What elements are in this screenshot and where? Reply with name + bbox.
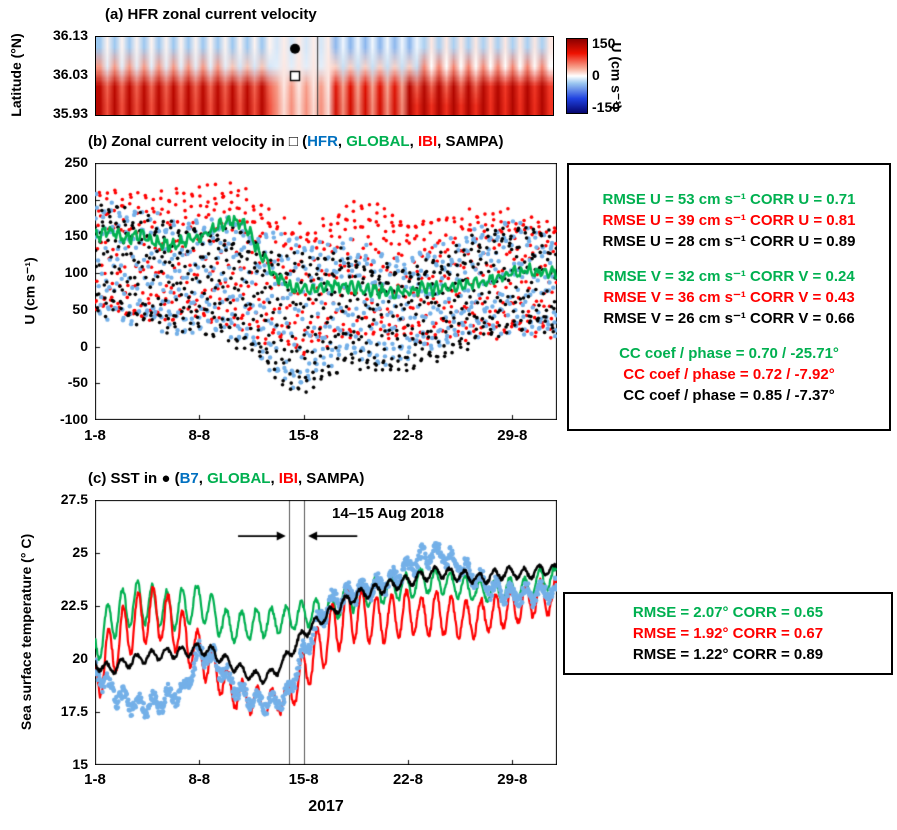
panel-c-title: (c) SST in ● (B7, GLOBAL, IBI, SAMPA) bbox=[88, 470, 364, 487]
colorbar-tick-label: 150 bbox=[592, 35, 616, 52]
title-segment: , bbox=[409, 133, 418, 150]
panel-b-ytick-label: 100 bbox=[64, 264, 88, 281]
title-segment: ) bbox=[498, 133, 504, 150]
title-segment: , bbox=[437, 133, 446, 150]
title-segment: , bbox=[337, 133, 347, 150]
title-segment: ( bbox=[297, 133, 308, 150]
stat-group: RMSE V = 32 cm s⁻¹ CORR V = 0.24 RMSE V =… bbox=[603, 266, 854, 329]
title-segment: ) bbox=[359, 470, 365, 487]
panel-c-xlabel: 2017 bbox=[308, 798, 344, 815]
panel-c-plot-canvas bbox=[95, 500, 557, 765]
stat-line: RMSE = 1.92° CORR = 0.67 bbox=[632, 625, 824, 642]
colorbar-tick-label: -150 bbox=[592, 98, 621, 115]
panel-b-ytick-label: 200 bbox=[64, 190, 88, 207]
title-segment: □ bbox=[288, 133, 298, 150]
panel-b-xtick-label: 15-8 bbox=[288, 427, 319, 444]
panel-c-xtick-label: 1-8 bbox=[84, 771, 106, 788]
panel-b-ytick-label: 150 bbox=[64, 227, 88, 244]
title-segment: (c) SST in bbox=[88, 470, 162, 487]
stat-line: RMSE = 1.22° CORR = 0.89 bbox=[632, 646, 824, 663]
title-segment: GLOBAL bbox=[207, 470, 271, 487]
stat-line: CC coef / phase = 0.72 / -7.92° bbox=[623, 365, 835, 383]
panel-b-xtick-label: 8-8 bbox=[188, 427, 211, 444]
panel-c-stats-box: RMSE = 2.07° CORR = 0.65 RMSE = 1.92° COR… bbox=[563, 592, 893, 675]
panel-b-ytick-label: 250 bbox=[64, 154, 88, 170]
title-segment: SAMPA bbox=[445, 133, 499, 150]
panel-b-ytick-label: 50 bbox=[72, 300, 88, 317]
panel-c-xtick-label: 22-8 bbox=[392, 771, 423, 788]
stat-line: RMSE U = 28 cm s⁻¹ CORR U = 0.89 bbox=[602, 232, 856, 250]
title-segment: GLOBAL bbox=[346, 133, 410, 150]
panel-c-ytick-label: 27.5 bbox=[60, 491, 88, 507]
panel-c-ytick-label: 20 bbox=[72, 650, 88, 666]
stat-line: CC coef / phase = 0.70 / -25.71° bbox=[619, 344, 839, 362]
title-segment: (b) Zonal current velocity in bbox=[88, 133, 289, 150]
panel-a-title: (a) HFR zonal current velocity bbox=[105, 6, 317, 23]
panel-b-ytick-label: -100 bbox=[59, 411, 88, 427]
title-segment: IBI bbox=[278, 470, 298, 487]
panel-c-ytick-label: 17.5 bbox=[60, 703, 88, 719]
stat-group: RMSE U = 53 cm s⁻¹ CORR U = 0.71 RMSE U =… bbox=[602, 189, 855, 252]
title-segment: ( bbox=[170, 470, 180, 487]
title-segment: , bbox=[297, 470, 307, 487]
panel-b-plot-canvas bbox=[95, 163, 557, 420]
colorbar-tick-label: 0 bbox=[592, 67, 600, 83]
panel-c-xtick-label: 8-8 bbox=[188, 771, 211, 788]
title-segment: HFR bbox=[307, 133, 338, 150]
panel-c-ytick-label: 15 bbox=[72, 756, 88, 772]
panel-a-heatmap-canvas bbox=[95, 36, 554, 116]
panel-a-ytick-label: 36.13 bbox=[52, 27, 88, 43]
stat-line: RMSE V = 32 cm s⁻¹ CORR V = 0.24 bbox=[603, 267, 855, 285]
panel-c-xtick-label: 29-8 bbox=[497, 771, 528, 788]
panel-c-ytick-label: 25 bbox=[72, 544, 88, 560]
panel-a-ylabel: Latitude (°N) bbox=[8, 33, 24, 117]
stat-line: RMSE U = 53 cm s⁻¹ CORR U = 0.71 bbox=[602, 190, 856, 208]
stat-group: CC coef / phase = 0.70 / -25.71° CC coef … bbox=[619, 343, 839, 406]
panel-b-xtick-label: 1-8 bbox=[84, 427, 106, 444]
stat-line: RMSE = 2.07° CORR = 0.65 bbox=[632, 604, 824, 621]
panel-c-ylabel: Sea surface temperature (° C) bbox=[18, 533, 34, 731]
colorbar bbox=[566, 38, 588, 114]
stat-line: RMSE V = 26 cm s⁻¹ CORR V = 0.66 bbox=[603, 309, 855, 327]
title-segment: SAMPA bbox=[306, 470, 360, 487]
stat-line: CC coef / phase = 0.85 / -7.37° bbox=[623, 386, 835, 404]
panel-a-ytick-label: 35.93 bbox=[52, 105, 88, 121]
panel-b-ytick-label: 0 bbox=[80, 337, 88, 354]
stat-line: RMSE V = 36 cm s⁻¹ CORR V = 0.43 bbox=[603, 288, 855, 306]
panel-c-xtick-label: 15-8 bbox=[288, 771, 319, 788]
stat-line: RMSE U = 39 cm s⁻¹ CORR U = 0.81 bbox=[602, 211, 856, 229]
title-segment: B7 bbox=[179, 470, 199, 487]
title-segment: IBI bbox=[417, 133, 438, 150]
panel-b-title: (b) Zonal current velocity in □ (HFR, GL… bbox=[88, 133, 504, 150]
panel-c-ytick-label: 22.5 bbox=[60, 597, 88, 613]
stat-group: RMSE = 2.07° CORR = 0.65 RMSE = 1.92° COR… bbox=[633, 602, 823, 665]
title-segment: , bbox=[270, 470, 279, 487]
panel-b-ytick-label: -50 bbox=[67, 374, 88, 391]
panel-b-stats-box: RMSE U = 53 cm s⁻¹ CORR U = 0.71 RMSE U =… bbox=[567, 163, 891, 431]
title-segment: ● bbox=[161, 470, 171, 487]
panel-b-xtick-label: 22-8 bbox=[392, 427, 423, 444]
panel-b-xtick-label: 29-8 bbox=[497, 427, 528, 444]
panel-a-ytick-label: 36.03 bbox=[52, 66, 88, 82]
panel-c-annotation: 14–15 Aug 2018 bbox=[332, 505, 445, 522]
title-segment: , bbox=[198, 470, 208, 487]
